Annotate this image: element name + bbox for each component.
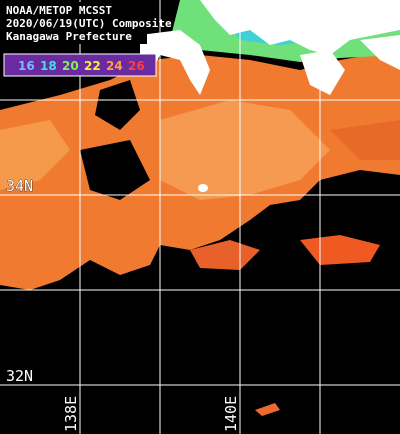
header-line: NOAA/METOP MCSST [6,4,112,17]
scale-label: 20 [62,59,79,73]
scale-label: 22 [84,59,101,73]
scale-label: 26 [128,59,145,73]
header-line: 2020/06/19(UTC) Composite [6,17,172,30]
land [140,0,400,192]
longitude-label: 140E [222,396,240,432]
color-scale: 16 18 20 22 24 26 [18,59,145,73]
latitude-label: 34N [6,177,33,195]
latitude-label: 32N [6,367,33,385]
scale-label: 16 [18,59,35,73]
header-line: Kanagawa Prefecture [6,30,132,43]
longitude-label: 138E [62,396,80,432]
header-box [3,2,147,44]
scale-label: 24 [106,59,123,73]
scale-label: 18 [40,59,57,73]
color-scale-box [3,53,157,77]
